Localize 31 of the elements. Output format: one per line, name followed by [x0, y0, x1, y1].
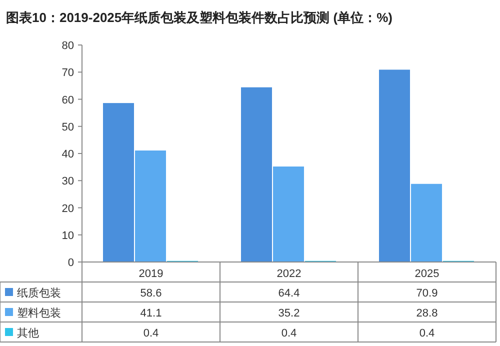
x-tick-label: 2025	[414, 268, 440, 280]
bar	[273, 166, 304, 262]
data-label: 35.2	[278, 308, 300, 320]
data-label: 70.9	[416, 288, 438, 300]
data-label: 0.4	[419, 328, 435, 340]
y-tick-label: 20	[62, 202, 74, 215]
bar	[103, 103, 134, 262]
y-tick-label: 80	[62, 40, 74, 52]
y-tick-label: 70	[62, 67, 74, 80]
data-label: 58.6	[140, 288, 162, 300]
data-label: 64.4	[278, 288, 300, 300]
bar	[135, 150, 166, 262]
x-tick-label: 2022	[276, 268, 302, 280]
y-tick-label: 30	[62, 176, 74, 188]
y-tick-label: 50	[62, 121, 74, 134]
y-tick-label: 10	[62, 230, 74, 242]
data-label: 41.1	[140, 308, 162, 320]
legend-label: 纸质包装	[17, 286, 61, 300]
y-tick-label: 40	[62, 148, 74, 160]
x-tick-label: 2019	[138, 268, 164, 280]
data-label: 28.8	[416, 308, 438, 320]
bar	[241, 87, 272, 262]
bar	[411, 184, 442, 262]
y-tick-label: 60	[62, 94, 74, 106]
chart-title: 图表10：2019-2025年纸质包装及塑料包装件数占比预测 (单位：%)	[6, 10, 392, 25]
data-label: 0.4	[281, 328, 297, 340]
y-tick-label: 0	[68, 257, 74, 269]
bar	[379, 70, 410, 262]
legend-label: 塑料包装	[17, 306, 61, 320]
legend-label: 其他	[17, 326, 39, 340]
data-label: 0.4	[143, 328, 159, 340]
